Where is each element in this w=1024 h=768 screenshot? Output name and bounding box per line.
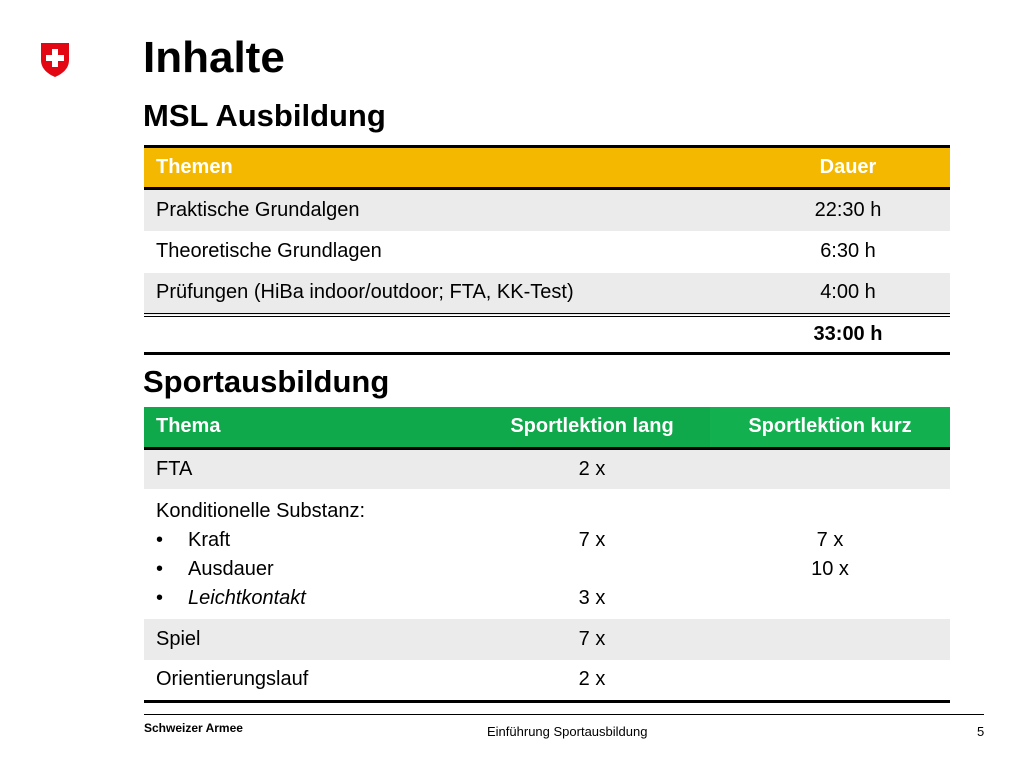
cell-kurz — [710, 660, 950, 701]
cell-thema: Konditionelle Substanz: • Kraft • Ausdauer… — [144, 489, 474, 619]
total-value: 33:00 h — [813, 322, 883, 345]
cell-thema: Spiel — [156, 628, 201, 650]
section-heading-sport: Sportausbildung — [143, 364, 390, 399]
total-row: 33:00 h — [144, 315, 950, 354]
col-header-kurz: Sportlektion kurz — [710, 407, 950, 448]
cell-thema: FTA — [156, 457, 193, 480]
cell-lang: 7 x — [578, 628, 606, 650]
value-leichtkontakt-lang: 3 x — [578, 587, 606, 609]
value-kraft-lang: 7 x — [578, 529, 606, 551]
cell-dauer: 6:30 h — [820, 240, 876, 262]
value-leichtkontakt-kurz — [722, 584, 938, 613]
value-kraft-kurz: 7 x — [816, 529, 844, 551]
sport-table-header: Thema Sportlektion lang Sportlektion kur… — [144, 407, 950, 448]
cell-dauer: 4:00 h — [820, 281, 876, 303]
cell-kurz — [710, 448, 950, 489]
bullet-item: • Ausdauer — [156, 555, 462, 584]
bullet-text: Ausdauer — [188, 558, 274, 580]
bullet-item: • Leichtkontakt — [156, 584, 462, 613]
bullet-text: Leichtkontakt — [188, 587, 306, 609]
table-row: Praktische Grundalgen 22:30 h — [144, 188, 950, 231]
value-ausdauer-lang — [486, 555, 698, 584]
swiss-shield-logo — [41, 43, 69, 77]
msl-table: Themen Dauer Praktische Grundalgen 22:30… — [144, 145, 950, 355]
section-heading-msl: MSL Ausbildung — [143, 98, 386, 133]
table-row: Spiel 7 x — [144, 619, 950, 660]
cell-thema: Theoretische Grundlagen — [156, 240, 382, 262]
bullet-item: • Kraft — [156, 526, 462, 555]
cell-kurz: 7 x 10 x — [710, 489, 950, 619]
footer-divider — [144, 714, 984, 715]
cell-lang: 2 x — [578, 457, 606, 480]
bullet-dot: • — [156, 558, 164, 580]
table-row: Theoretische Grundlagen 6:30 h — [144, 231, 950, 273]
value-ausdauer-kurz: 10 x — [811, 558, 849, 580]
col-header-themen: Themen — [156, 156, 233, 178]
table-row: Orientierungslauf 2 x — [144, 660, 950, 701]
cell-kurz — [710, 619, 950, 660]
col-header-lang: Sportlektion lang — [510, 415, 674, 438]
bullet-dot: • — [156, 587, 164, 609]
col-header-thema: Thema — [156, 415, 221, 438]
table-row: Konditionelle Substanz: • Kraft • Ausdauer… — [144, 489, 950, 619]
cell-dauer: 22:30 h — [814, 198, 882, 221]
page-number: 5 — [977, 724, 985, 739]
kondition-title: Konditionelle Substanz: — [156, 500, 366, 522]
page-title: Inhalte — [143, 33, 285, 82]
total-empty-cell — [144, 315, 746, 354]
col-header-dauer: Dauer — [819, 156, 877, 178]
sport-table: Thema Sportlektion lang Sportlektion kur… — [144, 407, 950, 703]
cell-thema: Praktische Grundalgen — [156, 198, 360, 221]
cell-lang: 7 x 3 x — [474, 489, 710, 619]
bullet-text: Kraft — [188, 529, 231, 551]
cell-lang: 2 x — [578, 668, 606, 691]
msl-table-header: Themen Dauer — [144, 146, 950, 189]
table-row: Prüfungen (HiBa indoor/outdoor; FTA, KK-… — [144, 272, 950, 315]
cell-thema: Orientierungslauf — [156, 668, 309, 691]
footer-org: Schweizer Armee — [144, 721, 243, 735]
table-row: FTA 2 x — [144, 448, 950, 489]
bullet-dot: • — [156, 529, 164, 551]
footer-title: Einführung Sportausbildung — [487, 724, 648, 739]
cell-thema: Prüfungen (HiBa indoor/outdoor; FTA, KK-… — [156, 281, 574, 303]
